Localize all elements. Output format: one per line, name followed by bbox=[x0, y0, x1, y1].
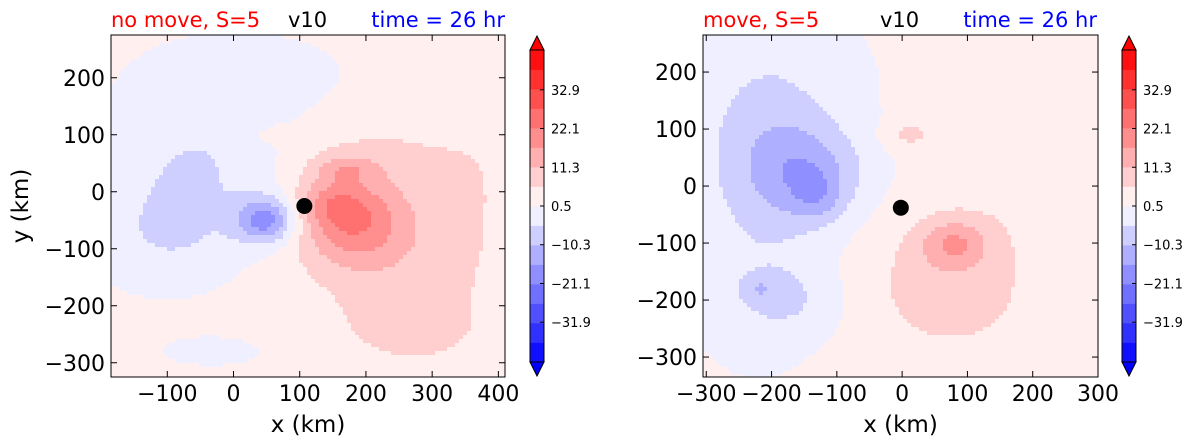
colorbar-band bbox=[530, 50, 544, 70]
y-tick-label: 100 bbox=[655, 118, 697, 143]
colorbar-band bbox=[530, 342, 544, 363]
colorbar-band bbox=[1122, 264, 1136, 285]
y-tick-label: −100 bbox=[637, 232, 697, 257]
x-tick-label: −100 bbox=[807, 382, 867, 407]
colorbar-band bbox=[530, 225, 544, 246]
colorbar: 32.9 22.1 11.3 0.5 −10.3 −21.1 −31.9 bbox=[1121, 34, 1183, 378]
colorbar-tick-label: 11.3 bbox=[551, 161, 580, 176]
axes-frame bbox=[702, 34, 1099, 378]
colorbar-band bbox=[1122, 303, 1136, 324]
colorbar-band bbox=[530, 128, 544, 148]
x-tick-label: 300 bbox=[1077, 382, 1119, 407]
colorbar-band bbox=[1122, 108, 1136, 129]
x-tick-label: 0 bbox=[227, 382, 241, 407]
x-tick-label: −300 bbox=[676, 382, 736, 407]
colorbar-tick-label: 11.3 bbox=[1143, 161, 1172, 176]
y-axis-label: y (km) bbox=[8, 169, 34, 244]
colorbar-band bbox=[1122, 284, 1136, 304]
title-left: move, S=5 bbox=[703, 8, 819, 32]
colorbar-band bbox=[1122, 225, 1136, 246]
colorbar-band bbox=[530, 206, 544, 226]
colorbar-band bbox=[1122, 206, 1136, 226]
colorbar-band bbox=[1122, 186, 1136, 207]
colorbar-band bbox=[1122, 50, 1136, 70]
title-center: v10 bbox=[880, 8, 919, 32]
contour-field bbox=[703, 35, 1098, 377]
y-tick-label: −200 bbox=[45, 295, 105, 320]
colorbar-extend-top bbox=[529, 34, 545, 51]
axes-frame bbox=[110, 34, 506, 378]
y-tick-label: −300 bbox=[45, 352, 105, 377]
colorbar-band bbox=[530, 167, 544, 187]
colorbar-tick-label: −21.1 bbox=[1143, 277, 1183, 292]
y-tick-label: 200 bbox=[63, 67, 105, 92]
y-tick-label: −300 bbox=[637, 346, 697, 371]
colorbar-band bbox=[1122, 128, 1136, 148]
x-tick-label: −100 bbox=[137, 382, 197, 407]
x-axis-label: x (km) bbox=[863, 412, 938, 438]
colorbar-band bbox=[1122, 147, 1136, 168]
colorbar: 32.9 22.1 11.3 0.5 −10.3 −21.1 −31.9 bbox=[529, 34, 591, 378]
colorbar-band bbox=[530, 89, 544, 109]
colorbar-band bbox=[1122, 245, 1136, 265]
colorbar-extend-bottom bbox=[529, 361, 545, 378]
colorbar-tick-label: −10.3 bbox=[1143, 239, 1183, 254]
colorbar-band bbox=[530, 186, 544, 207]
y-tick-label: 0 bbox=[683, 175, 697, 200]
colorbar-band bbox=[1122, 89, 1136, 109]
colorbar-tick-label: 32.9 bbox=[1143, 84, 1172, 99]
y-tick-label: 100 bbox=[63, 124, 105, 149]
colorbar-band bbox=[530, 284, 544, 304]
contour-field bbox=[111, 35, 505, 377]
x-axis-label: x (km) bbox=[271, 412, 346, 438]
colorbar-band bbox=[530, 69, 544, 90]
colorbar-band bbox=[1122, 342, 1136, 363]
colorbar-extend-bottom bbox=[1121, 361, 1137, 378]
title-right: time = 26 hr bbox=[963, 8, 1097, 32]
colorbar-tick-label: 22.1 bbox=[551, 123, 580, 138]
colorbar-band bbox=[1122, 323, 1136, 343]
x-tick-label: −200 bbox=[741, 382, 801, 407]
colorbar-tick-label: 0.5 bbox=[551, 200, 572, 215]
x-tick-label: 100 bbox=[946, 382, 988, 407]
storm-center-marker bbox=[892, 199, 909, 216]
panel-1: −100 0 100 200 300 400 200 100 0 −100 −200 −300 x (k… bbox=[8, 8, 591, 438]
storm-center-marker bbox=[296, 198, 313, 214]
colorbar-band bbox=[530, 264, 544, 285]
colorbar-band bbox=[530, 245, 544, 265]
y-tick-label: 0 bbox=[91, 181, 105, 206]
colorbar-band bbox=[1122, 69, 1136, 90]
x-tick-label: 300 bbox=[411, 382, 453, 407]
colorbar-tick-label: 22.1 bbox=[1143, 123, 1172, 138]
title-left: no move, S=5 bbox=[111, 8, 260, 32]
colorbar-tick-label: −10.3 bbox=[551, 239, 591, 254]
colorbar-tick-label: 0.5 bbox=[1143, 200, 1164, 215]
x-tick-label: 0 bbox=[895, 382, 909, 407]
x-tick-label: 200 bbox=[1012, 382, 1054, 407]
colorbar-band bbox=[530, 303, 544, 324]
colorbar-tick-label: 32.9 bbox=[551, 84, 580, 99]
colorbar-extend-top bbox=[1121, 34, 1137, 51]
y-tick-label: 200 bbox=[655, 61, 697, 86]
colorbar-tick-label: −31.9 bbox=[551, 316, 591, 331]
colorbar-tick-label: −21.1 bbox=[551, 277, 591, 292]
y-tick-label: −100 bbox=[45, 238, 105, 263]
title-center: v10 bbox=[288, 8, 327, 32]
x-tick-label: 400 bbox=[477, 382, 519, 407]
x-tick-label: 100 bbox=[279, 382, 321, 407]
y-tick-label: −200 bbox=[637, 289, 697, 314]
colorbar-band bbox=[530, 108, 544, 129]
colorbar-band bbox=[530, 323, 544, 343]
colorbar-tick-label: −31.9 bbox=[1143, 316, 1183, 331]
title-right: time = 26 hr bbox=[371, 8, 505, 32]
colorbar-band bbox=[1122, 167, 1136, 187]
colorbar-band bbox=[530, 147, 544, 168]
panel-2: −300 −200 −100 0 100 200 3002001000−100−200−30… bbox=[637, 8, 1183, 438]
x-tick-label: 200 bbox=[345, 382, 387, 407]
